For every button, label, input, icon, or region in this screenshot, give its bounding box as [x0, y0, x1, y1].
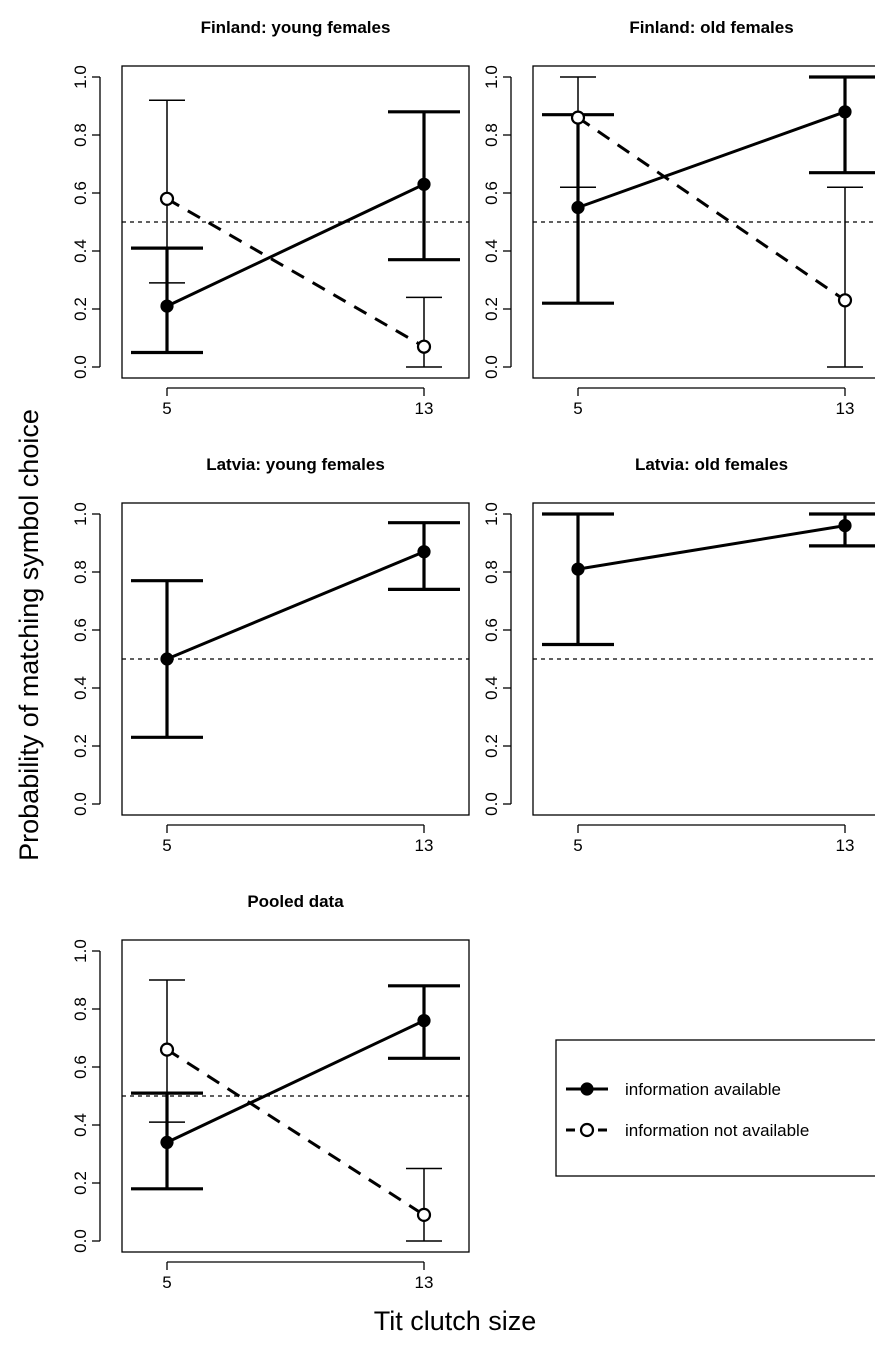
- y-tick-label: 0.8: [482, 123, 501, 147]
- panel-title: Latvia: young females: [206, 455, 385, 474]
- legend-box: [555, 1039, 875, 1177]
- panel-1: Finland: young females 0.0 0.2 0.4 0.6 0.8 1.0…: [71, 18, 470, 418]
- data-point: [416, 1207, 432, 1223]
- series-information-available: [131, 110, 460, 355]
- data-point: [571, 562, 585, 576]
- series-information-not-available: [560, 76, 863, 368]
- y-tick-label: 0.2: [482, 297, 501, 321]
- y-tick-label: 0.8: [71, 560, 90, 584]
- series-line: [166, 1019, 425, 1144]
- y-tick-label: 0.0: [71, 1229, 90, 1253]
- series-information-not-available: [149, 99, 442, 368]
- panel-title: Pooled data: [247, 892, 344, 911]
- data-point: [416, 339, 432, 354]
- y-tick-label: 0.2: [71, 734, 90, 758]
- y-axis-title: Probability of matching symbol choice: [14, 409, 44, 861]
- data-point: [160, 652, 174, 666]
- data-point: [838, 518, 852, 533]
- y-tick-label: 0.2: [71, 1171, 90, 1195]
- series-line: [166, 550, 425, 661]
- y-tick-label: 0.6: [482, 181, 501, 205]
- x-tick-label: 5: [162, 399, 171, 418]
- panel-title: Finland: old females: [629, 18, 793, 37]
- y-tick-label: 0.0: [71, 355, 90, 379]
- y-tick-label: 0.2: [482, 734, 501, 758]
- x-axis-title: Tit clutch size: [374, 1306, 537, 1336]
- x-tick-label: 5: [573, 399, 582, 418]
- data-point: [417, 177, 431, 191]
- data-point: [837, 293, 853, 308]
- panel-5: Pooled data 0.0 0.2 0.4 0.6 0.8 1.0 5 13: [71, 892, 470, 1292]
- x-tick-label: 5: [162, 836, 171, 855]
- y-tick-label: 0.4: [71, 239, 90, 263]
- data-point: [160, 299, 174, 313]
- y-tick-label: 1.0: [71, 939, 90, 963]
- data-point: [417, 1013, 431, 1028]
- y-tick-label: 1.0: [482, 65, 501, 89]
- y-tick-label: 0.2: [71, 297, 90, 321]
- data-point: [571, 200, 585, 215]
- panel-2: Finland: old females 0.0 0.2 0.4 0.6 0.8 1.0 5 1…: [482, 18, 875, 418]
- y-tick-label: 0.6: [71, 1055, 90, 1079]
- y-tick-label: 0.0: [482, 355, 501, 379]
- y-tick-label: 1.0: [482, 502, 501, 526]
- y-tick-label: 0.0: [71, 792, 90, 816]
- series-line: [166, 1048, 425, 1217]
- y-tick-label: 0.4: [71, 676, 90, 700]
- y-tick-label: 1.0: [71, 65, 90, 89]
- x-tick-label: 5: [162, 1273, 171, 1292]
- x-tick-label: 13: [836, 836, 855, 855]
- x-tick-label: 13: [415, 399, 434, 418]
- x-tick-label: 13: [415, 836, 434, 855]
- y-tick-label: 0.6: [71, 618, 90, 642]
- panels: Finland: young females 0.0 0.2 0.4 0.6 0.8 1.0…: [71, 18, 875, 1292]
- series-line: [577, 116, 846, 302]
- y-tick-label: 0.8: [71, 997, 90, 1021]
- series-information-available: [131, 521, 460, 739]
- series-line: [166, 182, 425, 308]
- panel-3: Latvia: young females 0.0 0.2 0.4 0.6 0.8 1.0 5…: [71, 455, 470, 855]
- y-tick-label: 1.0: [71, 502, 90, 526]
- data-point: [160, 1135, 174, 1150]
- data-point: [838, 105, 852, 119]
- y-tick-label: 0.6: [482, 618, 501, 642]
- y-tick-label: 0.8: [482, 560, 501, 584]
- legend-label: information not available: [625, 1121, 809, 1140]
- y-tick-label: 0.8: [71, 123, 90, 147]
- series-line: [577, 524, 846, 571]
- series-line: [577, 110, 846, 209]
- data-point: [159, 1042, 175, 1057]
- data-point: [417, 545, 431, 559]
- legend: information available information not ava…: [555, 1039, 875, 1177]
- y-tick-label: 0.0: [482, 792, 501, 816]
- x-tick-label: 13: [415, 1273, 434, 1292]
- series-information-available: [542, 512, 875, 647]
- series-line: [166, 197, 425, 349]
- data-point: [570, 110, 586, 125]
- y-tick-label: 0.4: [71, 1113, 90, 1137]
- y-tick-label: 0.4: [482, 676, 501, 700]
- panel-title: Latvia: old females: [635, 455, 788, 474]
- legend-label: information available: [625, 1080, 781, 1099]
- legend-marker: [580, 1082, 594, 1096]
- data-point: [159, 191, 175, 206]
- series-information-not-available: [149, 979, 442, 1242]
- panel-4: Latvia: old females 0.0 0.2 0.4 0.6 0.8 1.0 5 13: [482, 455, 875, 855]
- series-information-available: [542, 75, 875, 305]
- panel-title: Finland: young females: [201, 18, 391, 37]
- x-tick-label: 5: [573, 836, 582, 855]
- legend-marker: [579, 1122, 595, 1138]
- plot-frame: [121, 502, 470, 816]
- y-tick-label: 0.4: [482, 239, 501, 263]
- y-tick-label: 0.6: [71, 181, 90, 205]
- series-information-available: [131, 984, 460, 1191]
- x-tick-label: 13: [836, 399, 855, 418]
